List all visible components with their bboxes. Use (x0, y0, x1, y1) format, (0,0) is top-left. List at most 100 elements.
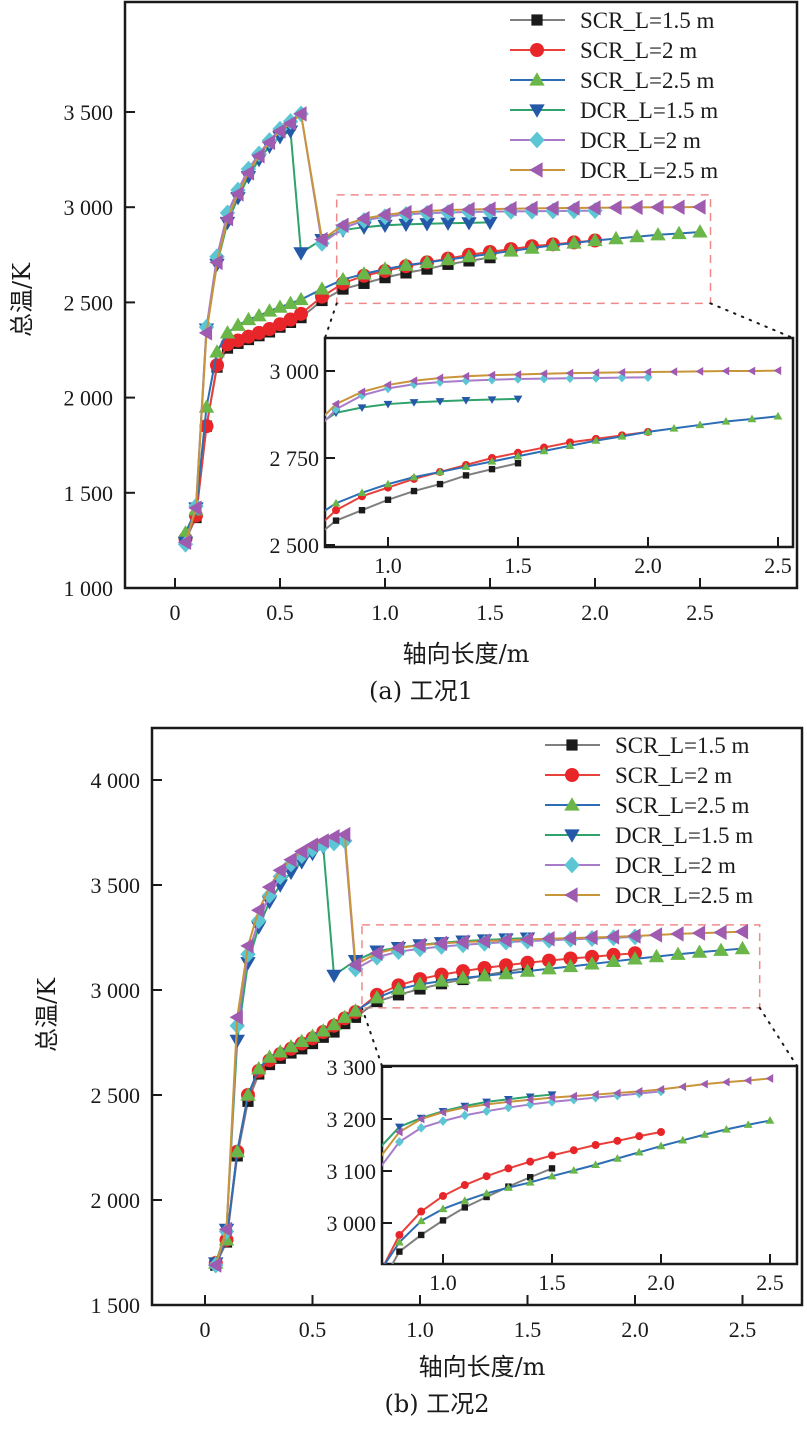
inset-data-point (643, 367, 652, 377)
inset-data-point (439, 1217, 447, 1224)
x-tick-label: 0 (170, 600, 181, 625)
x-tick-label: 2.0 (581, 600, 609, 625)
inset-data-point (526, 1157, 535, 1166)
inset-data-point (461, 371, 470, 381)
inset-data-point (357, 404, 367, 412)
data-point (177, 525, 194, 539)
data-point (584, 956, 600, 970)
inset-data-point (634, 1087, 643, 1096)
data-point (563, 951, 578, 966)
data-point (392, 989, 405, 1001)
data-point (326, 829, 340, 845)
data-point (294, 843, 308, 860)
data-point (219, 204, 236, 222)
data-point (398, 257, 414, 271)
x-tick-label: 2.5 (686, 600, 714, 625)
inset-x-tick-label: 2.5 (764, 553, 792, 578)
inset-data-point (504, 1183, 513, 1191)
data-point (713, 924, 727, 941)
inset-data-point (435, 467, 445, 476)
legend-entry: SCR_L=2.5 m (545, 793, 749, 818)
legend-marker (529, 131, 545, 149)
data-point (294, 306, 308, 321)
y-axis-title: 总温/K (8, 262, 36, 337)
data-point (230, 186, 244, 202)
inset-data-point (483, 1193, 490, 1201)
inset-data-point (357, 390, 367, 401)
data-point (293, 291, 309, 306)
inset-data-point (417, 1207, 426, 1216)
data-point (293, 247, 309, 261)
data-point (629, 199, 643, 216)
inset-y-tick-label: 3 200 (327, 1107, 377, 1132)
data-point (713, 942, 729, 956)
data-point (293, 106, 307, 122)
data-point (524, 200, 538, 217)
data-point (519, 963, 536, 977)
data-point (584, 929, 598, 946)
inset-data-point (395, 1127, 403, 1137)
inset-x-tick-label: 2.0 (647, 1270, 675, 1295)
inset-data-point (436, 480, 444, 488)
inset-data-point (482, 1188, 491, 1197)
inset-data-point (743, 1076, 752, 1085)
inset-x-tick-label: 2.0 (634, 553, 662, 578)
inset-data-point (409, 472, 419, 481)
inset-data-point (657, 1128, 665, 1136)
inset-data-point (643, 372, 653, 383)
data-point (188, 500, 202, 516)
x-tick-label: 1.5 (514, 1317, 542, 1342)
y-tick-label: 2 500 (91, 1083, 141, 1108)
y-tick-label: 1 500 (91, 1293, 141, 1318)
legend-entry: SCR_L=1.5 m (545, 733, 749, 758)
inset-data-point (747, 366, 756, 376)
inset-data-point (539, 369, 548, 379)
x-tick-label: 0.5 (266, 600, 294, 625)
data-point (337, 826, 351, 843)
inset-data-point (461, 397, 471, 405)
inset-data-point (721, 366, 730, 376)
data-point (461, 249, 477, 263)
data-point (627, 951, 643, 965)
inset-data-point (634, 1147, 644, 1156)
data-point (433, 973, 450, 987)
inset-data-point (383, 383, 393, 394)
data-point (498, 965, 514, 980)
inset-data-point (460, 1196, 470, 1204)
inset-x-tick-label: 1.0 (429, 1270, 457, 1295)
data-point (251, 308, 267, 322)
y-tick-label: 3 000 (91, 978, 141, 1003)
data-point (627, 928, 641, 944)
legend-label: DCR_L=2 m (615, 853, 736, 878)
inset-data-point (461, 375, 471, 386)
data-point (608, 230, 624, 245)
y-tick-label: 2 500 (64, 290, 114, 315)
data-point (356, 266, 372, 280)
data-point (199, 419, 214, 434)
legend-marker (529, 72, 545, 86)
data-point (282, 295, 299, 309)
inset-data-point (383, 479, 393, 488)
inset-data-point (527, 1174, 534, 1181)
inset-data-point (525, 1095, 534, 1105)
inset-data-point (395, 1123, 404, 1132)
data-point (419, 254, 435, 269)
inset-series-scr-l-2-5-m (325, 411, 783, 512)
y-tick-label: 1 500 (64, 481, 114, 506)
plot-frame (123, 0, 799, 590)
chart-panel-b: 1 500 2 000 2 500 3 000 3 500 4 000 0 0.5 1.0 1.5… (33, 726, 804, 1418)
y-axis-title: 总温/K (33, 977, 61, 1052)
data-point (240, 165, 255, 181)
zoom-connector-left (360, 1006, 383, 1067)
data-point (587, 200, 601, 216)
data-point (605, 929, 620, 945)
inset-data-point (656, 1141, 666, 1150)
x-tick-label: 2.5 (729, 1317, 757, 1342)
data-point (440, 217, 456, 231)
x-tick-label: 1.0 (406, 1317, 434, 1342)
x-tick-label: 1.5 (476, 600, 504, 625)
y-tick-label: 2 000 (91, 1188, 141, 1213)
inset-data-point (416, 1114, 425, 1124)
inset-data-point (358, 507, 366, 514)
legend-label: SCR_L=2.5 m (615, 793, 749, 818)
